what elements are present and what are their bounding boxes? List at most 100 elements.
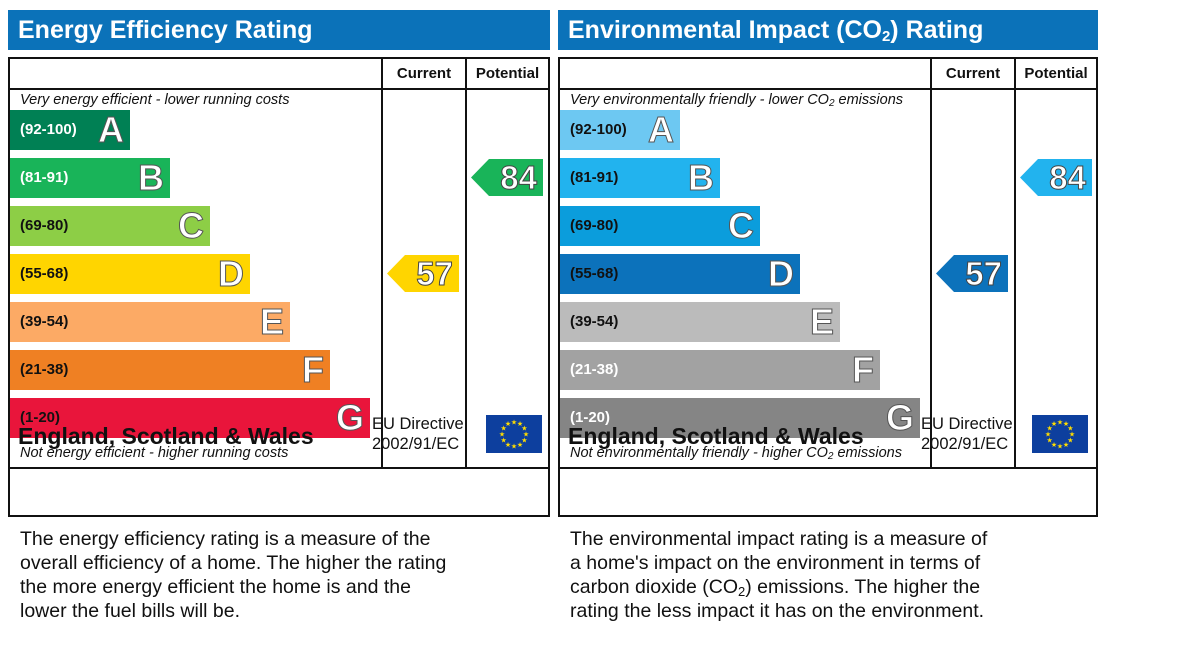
note-text: Very environmentally friendly - lower CO — [570, 92, 829, 108]
bottom-note: Not environmentally friendly - higher CO… — [570, 445, 902, 462]
description-line: rating the less impact it has on the env… — [570, 600, 985, 622]
band-letter: G — [335, 397, 364, 438]
eu-flag-icon: ★ ★ ★ ★ ★ ★ ★ ★ ★ ★ ★ ★ — [486, 415, 542, 453]
rating-bar-a: (92-100) A — [560, 109, 680, 150]
star-icon: ★ — [1045, 431, 1051, 439]
footer-divider — [560, 467, 1096, 469]
rating-bar-d: (55-68) D — [560, 253, 800, 294]
star-icon: ★ — [500, 437, 506, 445]
column-divider — [381, 59, 383, 469]
rating-bar-f: (21-38) F — [560, 349, 880, 390]
description-text: carbon dioxide (CO — [570, 576, 738, 598]
environmental-impact-table: Current Potential Very environmentally f… — [558, 57, 1098, 517]
star-icon: ★ — [517, 441, 523, 449]
current-column-header: Current — [396, 65, 452, 82]
arrow-polygon — [1020, 159, 1092, 196]
star-icon: ★ — [500, 425, 506, 433]
column-divider — [1014, 59, 1016, 469]
star-icon: ★ — [505, 420, 511, 428]
band-letter: E — [809, 301, 834, 342]
header-row-divider — [10, 88, 548, 90]
note-subscript: 2 — [828, 98, 835, 109]
band-range: (81-91) — [570, 169, 619, 186]
description-line: The energy efficiency rating is a measur… — [20, 528, 431, 550]
rating-bar-d: (55-68) D — [10, 253, 250, 294]
arrow-shape — [1020, 159, 1092, 196]
star-icon: ★ — [1046, 437, 1052, 445]
description-line: a home's impact on the environment in te… — [570, 552, 981, 574]
energy-efficiency-header: Energy Efficiency Rating — [8, 10, 550, 50]
rating-bar-f: (21-38) F — [10, 349, 330, 390]
environmental-impact-panel: Environmental Impact (CO2) Rating Curren… — [558, 0, 1098, 654]
star-icon: ★ — [1063, 441, 1069, 449]
energy-efficiency-panel: Energy Efficiency Rating Current Potenti… — [8, 0, 550, 654]
top-note: Very environmentally friendly - lower CO… — [570, 92, 904, 109]
potential-rating-value: 84 — [1049, 159, 1087, 197]
description-line: The environmental impact rating is a mea… — [570, 528, 988, 550]
arrow-polygon — [387, 255, 459, 292]
eu-directive-line2: 2002/91/EC — [921, 435, 1009, 453]
band-range: (55-68) — [570, 265, 619, 282]
footer-divider — [10, 467, 548, 469]
band-letter: F — [302, 349, 325, 390]
band-letter: F — [852, 349, 875, 390]
environmental-impact-header: Environmental Impact (CO2) Rating — [558, 10, 1098, 50]
band-letter: D — [768, 253, 795, 294]
star-icon: ★ — [1051, 441, 1057, 449]
band-letter: G — [885, 397, 914, 438]
region-label: England, Scotland & Wales — [568, 423, 864, 449]
rating-bar-g: (1-20) G — [10, 397, 370, 438]
star-icon: ★ — [505, 441, 511, 449]
band-range: (1-20) — [20, 409, 61, 426]
star-icon: ★ — [1067, 437, 1073, 445]
current-rating-arrow: 57 — [936, 255, 1008, 293]
energy-efficiency-table: Current Potential Very energy efficient … — [8, 57, 550, 517]
star-icon: ★ — [499, 431, 505, 439]
description-subscript: 2 — [738, 584, 746, 599]
star-icon: ★ — [521, 437, 527, 445]
eu-directive: EU Directive 2002/91/EC — [372, 414, 464, 454]
band-letter: C — [728, 205, 755, 246]
description-line: the more energy efficient the home is an… — [20, 576, 411, 598]
band-range: (21-38) — [20, 361, 69, 378]
description-line: carbon dioxide (CO2) emissions. The high… — [570, 575, 987, 599]
rating-bar-c: (69-80) C — [10, 205, 210, 246]
band-range: (1-20) — [570, 409, 611, 426]
description-line: overall efficiency of a home. The higher… — [20, 552, 447, 574]
rating-bar-e: (39-54) E — [560, 301, 840, 342]
band-letter: D — [218, 253, 245, 294]
eu-directive-line2: 2002/91/EC — [372, 435, 460, 453]
band-letter: A — [98, 109, 125, 150]
arrow-shape — [936, 255, 1008, 292]
potential-rating-value: 84 — [500, 159, 538, 197]
band-letter: B — [688, 157, 715, 198]
arrow-shape — [471, 159, 543, 196]
header-row-divider — [560, 88, 1096, 90]
column-divider — [930, 59, 932, 469]
title-text: Environmental Impact (CO — [568, 16, 882, 44]
title-subscript: 2 — [881, 28, 891, 45]
energy-efficiency-title: Energy Efficiency Rating — [18, 16, 313, 44]
current-rating-arrow: 57 — [387, 255, 459, 293]
rating-bar-g: (1-20) G — [560, 397, 920, 438]
star-icon: ★ — [1063, 420, 1069, 428]
note-text: Not environmentally friendly - higher CO — [570, 445, 828, 461]
potential-column-header: Potential — [1024, 65, 1088, 82]
top-note: Very energy efficient - lower running co… — [20, 92, 290, 108]
rating-bar-c: (69-80) C — [560, 205, 760, 246]
region-label: England, Scotland & Wales — [18, 423, 314, 449]
band-range: (39-54) — [570, 313, 619, 330]
bottom-note: Not energy efficient - higher running co… — [20, 445, 289, 461]
band-range: (39-54) — [20, 313, 69, 330]
rating-bar-b: (81-91) B — [10, 157, 170, 198]
current-column-header: Current — [945, 65, 1001, 82]
star-icon: ★ — [1069, 431, 1075, 439]
arrow-shape — [387, 255, 459, 292]
arrow-polygon — [471, 159, 543, 196]
band-range: (69-80) — [570, 217, 619, 234]
star-icon: ★ — [1067, 425, 1073, 433]
band-letter: A — [648, 109, 675, 150]
environment-description: The environmental impact rating is a mea… — [570, 527, 987, 623]
note-text-end: emissions — [834, 92, 904, 108]
rating-bar-e: (39-54) E — [10, 301, 290, 342]
